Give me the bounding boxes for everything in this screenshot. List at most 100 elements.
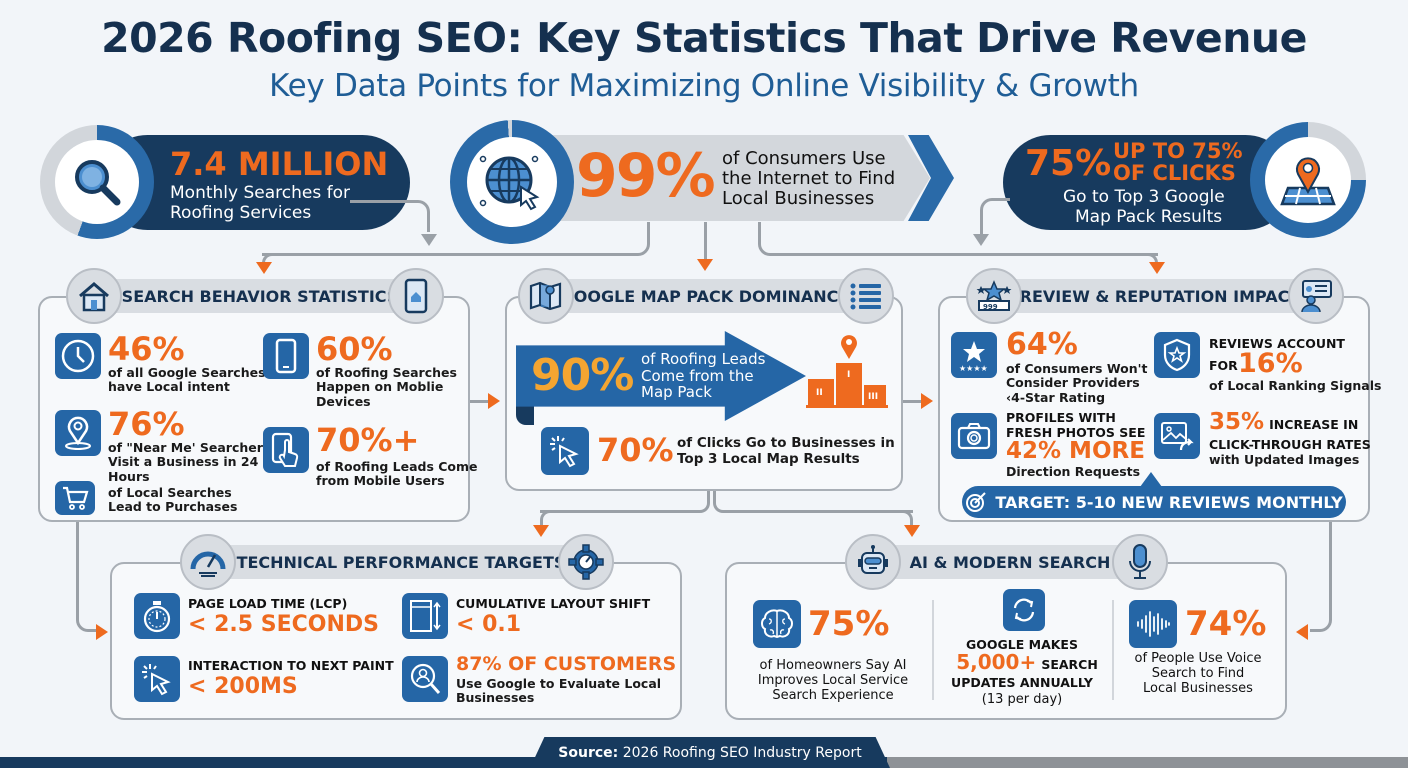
stat-desc: Use Google to Evaluate Local Businesses bbox=[456, 676, 662, 706]
header-icon-right bbox=[1112, 534, 1168, 590]
connector bbox=[540, 491, 710, 513]
stat-value: 70%+ bbox=[316, 421, 420, 459]
stat-desc: (13 per day) bbox=[981, 692, 1063, 707]
connector bbox=[1310, 522, 1332, 632]
target-text: TARGET: 5-10 NEW REVIEWS MONTHLY bbox=[995, 492, 1343, 512]
stat-value: 76% bbox=[108, 405, 185, 443]
stat-label: FOR bbox=[1209, 358, 1238, 373]
sound-wave-icon bbox=[1137, 611, 1170, 637]
image-share-icon bbox=[1161, 422, 1194, 451]
map-ring bbox=[1250, 122, 1366, 238]
stat-value: 70% bbox=[597, 431, 674, 469]
stat-label: CUMULATIVE LAYOUT SHIFT bbox=[456, 596, 651, 611]
icon-box bbox=[541, 427, 589, 475]
connector bbox=[704, 222, 707, 260]
svg-text:★★★★: ★★★★ bbox=[959, 364, 988, 373]
stat-desc: of Local Ranking Signals bbox=[1209, 378, 1382, 393]
arrow-down bbox=[256, 262, 272, 274]
stat-desc: of Roofing Leads Come from Mobile Users bbox=[316, 459, 478, 489]
user-search-icon bbox=[410, 663, 441, 694]
shield-star-icon bbox=[1163, 338, 1191, 372]
panel-title: REVIEW & REPUTATION IMPACT bbox=[1019, 286, 1301, 306]
connector bbox=[903, 510, 913, 525]
user-chat-icon bbox=[1301, 280, 1332, 313]
icon-box bbox=[402, 593, 448, 639]
connector bbox=[76, 522, 96, 632]
smartphone-icon bbox=[275, 338, 297, 374]
arrow-down bbox=[904, 525, 920, 537]
connector bbox=[903, 400, 923, 403]
panel-title: AI & MODERN SEARCH bbox=[909, 552, 1111, 572]
click-cursor-icon bbox=[142, 664, 171, 696]
stat-desc: of Roofing Searches Happen on Moblie Devic… bbox=[316, 365, 457, 409]
stat-label: INCREASE IN bbox=[1269, 417, 1359, 432]
page-title: 2026 Roofing SEO: Key Statistics That Dr… bbox=[101, 14, 1307, 62]
stat-value: 16% bbox=[1238, 348, 1303, 379]
page-subtitle: Key Data Points for Maximizing Online Vi… bbox=[269, 68, 1139, 104]
stat-desc: of Roofing Leads Come from the Map Pack bbox=[641, 350, 766, 401]
stat-value: 75% bbox=[1025, 143, 1112, 184]
stopwatch-icon bbox=[143, 601, 171, 633]
map-pin-icon bbox=[1280, 157, 1336, 206]
mobile-home-icon bbox=[404, 278, 428, 314]
icon-box bbox=[55, 410, 101, 456]
panel-title: SEARCH BEHAVIOR STATISTICS bbox=[121, 286, 399, 306]
svg-text:I: I bbox=[847, 370, 850, 380]
touch-phone-icon bbox=[271, 432, 299, 467]
stat-value: 46% bbox=[108, 330, 185, 368]
search-icon bbox=[75, 160, 121, 206]
stat-desc-line2: Map Pack Results bbox=[1075, 207, 1223, 227]
brain-icon bbox=[761, 609, 793, 639]
folded-map-icon bbox=[529, 281, 562, 311]
connector bbox=[470, 400, 490, 403]
connector bbox=[262, 222, 650, 256]
icon-box bbox=[263, 427, 309, 473]
stat-desc-line1: of Consumers Use bbox=[722, 148, 886, 169]
target-icon bbox=[966, 492, 987, 512]
camera-icon bbox=[957, 423, 991, 450]
click-cursor-icon bbox=[550, 436, 579, 468]
stat-label: UPDATES ANNUALLY bbox=[951, 675, 1093, 690]
connector bbox=[540, 510, 550, 525]
stat-row: 35% INCREASE IN bbox=[1209, 411, 1358, 434]
header-icon-left bbox=[180, 534, 236, 590]
stat-value: < 200MS bbox=[188, 674, 298, 699]
stat-label: INTERACTION TO NEXT PAINT bbox=[188, 658, 394, 673]
stat-desc-line1: Monthly Searches for bbox=[170, 183, 350, 203]
stat-desc-line1: Go to Top 3 Google bbox=[1063, 187, 1225, 207]
stat-desc: of Clicks Go to Businesses in Top 3 Local… bbox=[677, 435, 895, 467]
icon-box bbox=[1154, 332, 1200, 378]
connector bbox=[980, 198, 1010, 234]
stat-value: 42% MORE bbox=[1006, 438, 1145, 464]
svg-text:III: III bbox=[868, 392, 878, 402]
clock-icon bbox=[61, 339, 95, 373]
stat-value-line-b: OF CLICKS bbox=[1113, 161, 1236, 185]
stat-desc: with Updated Images bbox=[1209, 452, 1360, 467]
layout-shift-icon bbox=[410, 600, 441, 632]
stat-value: 75% bbox=[808, 604, 890, 644]
stat-value: 60% bbox=[316, 330, 393, 368]
star-rating-icon: 999 bbox=[976, 280, 1012, 311]
ai-search-panel bbox=[725, 562, 1287, 720]
speedometer-icon bbox=[190, 551, 226, 577]
icon-box bbox=[134, 656, 180, 702]
microphone-icon bbox=[1129, 544, 1151, 579]
stat-value: 90% bbox=[531, 350, 634, 401]
stat-value: 87% OF CUSTOMERS bbox=[456, 653, 677, 675]
stat-label: REVIEWS ACCOUNT bbox=[1209, 336, 1345, 351]
target-pointer bbox=[1140, 472, 1162, 487]
header-icon-left bbox=[845, 534, 901, 590]
stat-value: < 0.1 bbox=[456, 612, 522, 637]
arrow-down bbox=[697, 259, 713, 271]
header-icon-left: 999 bbox=[966, 268, 1022, 324]
svg-text:999: 999 bbox=[983, 303, 998, 311]
connector bbox=[1148, 253, 1158, 265]
stat-label: CLICK-THROUGH RATES bbox=[1209, 437, 1371, 452]
icon-box bbox=[1154, 413, 1200, 459]
star-rating-icon: ★★★★ bbox=[959, 341, 988, 373]
stat-value: < 2.5 SECONDS bbox=[188, 612, 379, 637]
stat-label: GOOGLE MAKES bbox=[966, 637, 1078, 652]
stat-desc-line3: Local Businesses bbox=[722, 188, 875, 209]
arrow-down bbox=[533, 525, 549, 537]
